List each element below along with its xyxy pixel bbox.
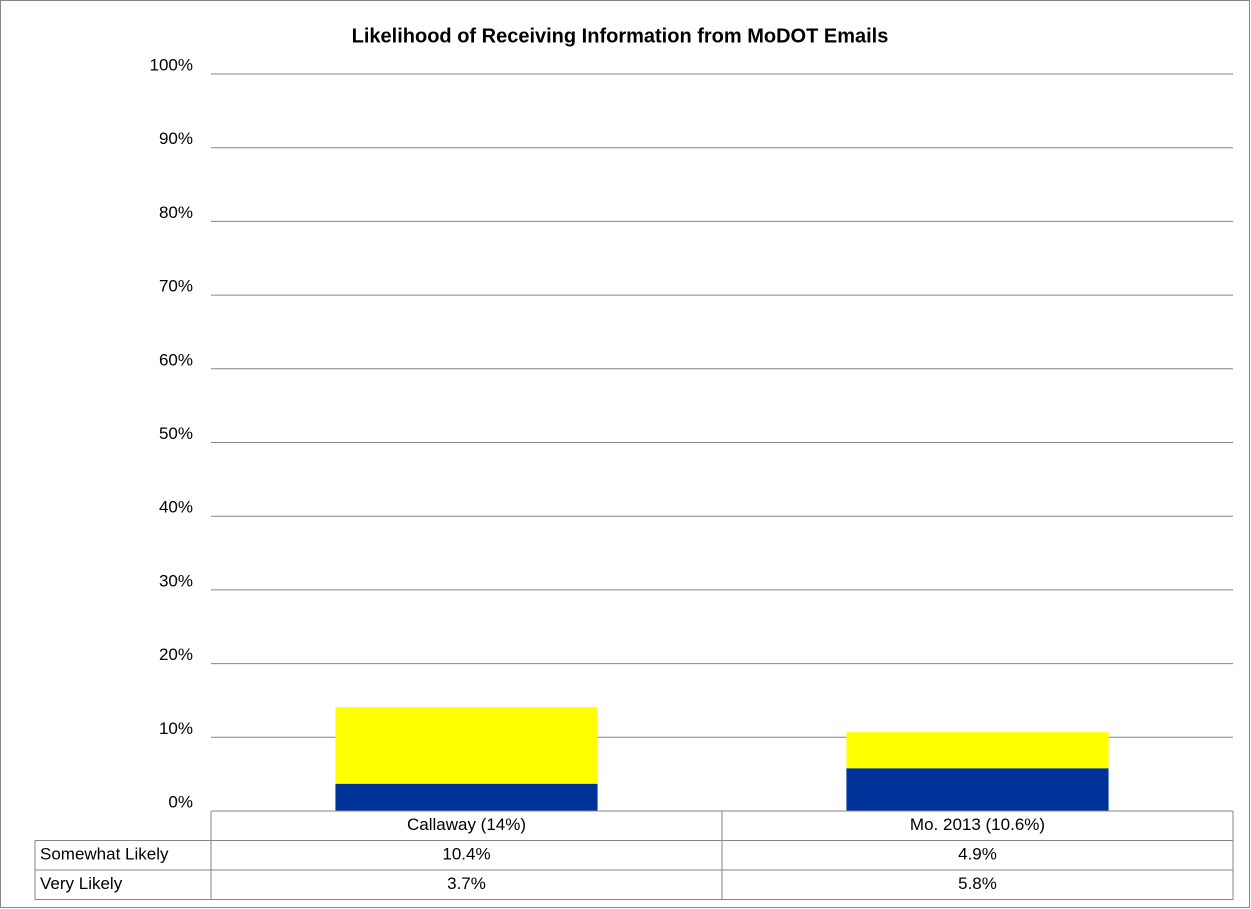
data-label: 3.7% — [447, 874, 486, 893]
bar-segment — [335, 783, 598, 811]
bar-segment — [846, 732, 1109, 769]
bar-segment — [846, 768, 1109, 811]
x-tick-label: Callaway (14%) — [407, 815, 526, 834]
y-tick-label: 30% — [159, 571, 193, 590]
y-tick-label: 0% — [168, 792, 193, 811]
legend-label: Very Likely — [40, 874, 123, 893]
y-tick-label: 10% — [159, 719, 193, 738]
y-tick-label: 100% — [150, 55, 193, 74]
y-tick-label: 70% — [159, 277, 193, 296]
chart-title: Likelihood of Receiving Information from… — [352, 25, 889, 47]
y-tick-label: 80% — [159, 203, 193, 222]
y-tick-label: 90% — [159, 129, 193, 148]
data-label: 10.4% — [442, 845, 490, 864]
x-tick-label: Mo. 2013 (10.6%) — [910, 815, 1045, 834]
y-tick-label: 50% — [159, 424, 193, 443]
data-label: 4.9% — [958, 845, 997, 864]
bar-segment — [335, 707, 598, 784]
y-tick-label: 60% — [159, 350, 193, 369]
data-label: 5.8% — [958, 874, 997, 893]
legend-label: Somewhat Likely — [40, 845, 169, 864]
y-tick-label: 40% — [159, 498, 193, 517]
y-tick-label: 20% — [159, 645, 193, 664]
